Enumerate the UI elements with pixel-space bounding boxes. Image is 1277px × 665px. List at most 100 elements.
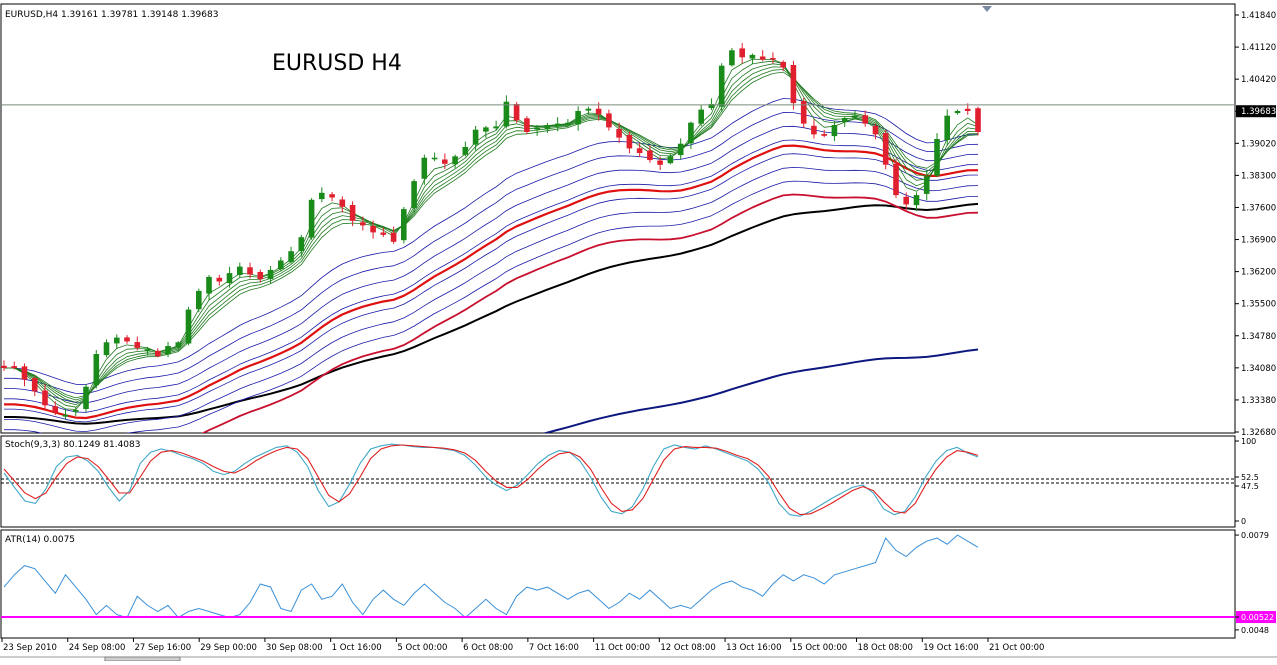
shift-marker-icon[interactable] bbox=[982, 6, 992, 12]
candle-body bbox=[975, 108, 981, 132]
price-tick-label: 1.34080 bbox=[1241, 364, 1276, 374]
ma-blue-ribbon-3 bbox=[4, 139, 979, 413]
candle-body bbox=[852, 115, 858, 118]
candle-body bbox=[595, 108, 602, 115]
stoch-tick-label: 0 bbox=[1241, 517, 1246, 526]
candle-body bbox=[175, 342, 182, 348]
candle-body bbox=[390, 232, 397, 242]
candle-body bbox=[462, 147, 469, 155]
candle-body bbox=[267, 269, 274, 279]
price-tick-label: 1.32680 bbox=[1241, 428, 1276, 438]
candle-body bbox=[647, 150, 653, 161]
price-tick-label: 1.36200 bbox=[1241, 268, 1276, 278]
ma-crimson bbox=[201, 193, 979, 433]
candle-body bbox=[247, 267, 253, 275]
candle-body bbox=[93, 354, 100, 386]
time-tick-label: 23 Sep 2010 bbox=[3, 643, 57, 653]
time-tick-label: 15 Oct 00:00 bbox=[792, 643, 847, 653]
candle-body bbox=[83, 386, 89, 409]
time-tick-label: 18 Oct 08:00 bbox=[858, 643, 913, 653]
candle-body bbox=[216, 277, 223, 282]
price-panel[interactable]: EURUSD,H4 1.39161 1.39781 1.39148 1.3968… bbox=[0, 3, 1236, 611]
time-tick-label: 27 Sep 16:00 bbox=[134, 643, 191, 653]
candle-body bbox=[534, 127, 540, 130]
candle-body bbox=[329, 194, 335, 198]
candle-body bbox=[226, 273, 233, 283]
chart-title: EURUSD H4 bbox=[272, 51, 402, 76]
candle-body bbox=[770, 58, 776, 60]
candle-body bbox=[124, 337, 130, 342]
atr-tick-label: 0.0048 bbox=[1241, 626, 1269, 635]
candle-body bbox=[114, 337, 120, 344]
stoch-panel[interactable]: Stoch(9,3,3) 80.1249 81.4083 bbox=[0, 435, 1236, 528]
candle-body bbox=[483, 127, 489, 132]
time-tick-label: 1 Oct 16:00 bbox=[332, 643, 382, 653]
time-tick-label: 11 Oct 00:00 bbox=[595, 643, 650, 653]
candle-body bbox=[780, 61, 786, 68]
ma-black bbox=[4, 202, 979, 425]
candle-body bbox=[257, 272, 264, 280]
candle-body bbox=[493, 126, 499, 129]
atr-tick-label: 0.0079 bbox=[1241, 531, 1269, 540]
time-tick-label: 19 Oct 16:00 bbox=[923, 643, 978, 653]
candle-body bbox=[698, 109, 704, 124]
stoch-lines bbox=[1, 443, 1235, 517]
stoch-tick-label: 52.5 bbox=[1241, 473, 1259, 482]
price-tick-label: 1.35500 bbox=[1241, 300, 1276, 310]
candle-body bbox=[708, 104, 715, 108]
candle-body bbox=[862, 115, 868, 124]
candle-body bbox=[677, 143, 684, 156]
candle-body bbox=[944, 115, 950, 140]
candle-body bbox=[103, 342, 110, 356]
atr-panel[interactable]: ATR(14) 0.0075 bbox=[0, 529, 1236, 639]
candle-body bbox=[831, 125, 838, 137]
ma-blue-ribbon-5 bbox=[4, 167, 979, 432]
candle-body bbox=[144, 349, 151, 352]
time-tick-label: 7 Oct 16:00 bbox=[529, 643, 579, 653]
candle-body bbox=[298, 237, 305, 252]
symbol-info: EURUSD,H4 1.39161 1.39781 1.39148 1.3968… bbox=[5, 10, 218, 20]
stoch-main-line bbox=[3, 443, 979, 517]
time-tick-label: 30 Sep 08:00 bbox=[266, 643, 323, 653]
price-tick-label: 1.34780 bbox=[1241, 332, 1276, 342]
candle-body bbox=[442, 159, 448, 164]
scrollbar[interactable] bbox=[0, 656, 1277, 662]
candle-body bbox=[513, 104, 520, 121]
stoch-label: Stoch(9,3,3) 80.1249 81.4083 bbox=[5, 440, 140, 450]
time-tick-label: 21 Oct 00:00 bbox=[989, 643, 1044, 653]
candle-body bbox=[431, 157, 438, 160]
ma-blue-ribbon-4 bbox=[4, 153, 979, 423]
candle-body bbox=[72, 410, 79, 412]
candle-body bbox=[237, 266, 243, 275]
candle-body bbox=[21, 366, 28, 380]
candle-body bbox=[1, 365, 7, 368]
stoch-signal-line bbox=[3, 444, 979, 516]
candle-body bbox=[657, 160, 663, 165]
time-tick-label: 6 Oct 08:00 bbox=[463, 643, 513, 653]
candle-body bbox=[667, 156, 674, 164]
candle-body bbox=[196, 290, 202, 310]
candle-body bbox=[934, 139, 940, 176]
candle-body bbox=[739, 48, 745, 58]
candle-body bbox=[134, 342, 141, 348]
candle-body bbox=[882, 133, 889, 165]
candle-body bbox=[155, 350, 161, 357]
candle-body bbox=[380, 232, 387, 235]
price-tick-label: 1.33380 bbox=[1241, 396, 1276, 406]
candle-body bbox=[811, 125, 817, 135]
scroll-thumb[interactable] bbox=[104, 656, 181, 662]
candle-body bbox=[544, 125, 551, 130]
ma-green-ribbon-5 bbox=[4, 71, 979, 399]
atr-line bbox=[3, 534, 979, 619]
candle-body bbox=[903, 196, 909, 205]
candle-body bbox=[524, 118, 530, 132]
atr-current-tag bbox=[1236, 611, 1276, 624]
candle-body bbox=[718, 65, 725, 107]
candle-body bbox=[893, 163, 899, 196]
candle-body bbox=[964, 108, 971, 111]
ma-blue-ribbon-1 bbox=[4, 112, 979, 395]
candle-body bbox=[206, 276, 212, 294]
candle-body bbox=[411, 181, 417, 208]
